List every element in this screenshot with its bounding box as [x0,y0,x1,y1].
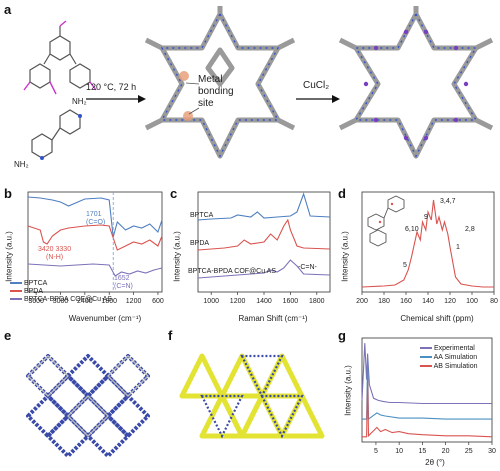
chart-g: 5 10 15 20 25 30 [361,337,496,455]
chart-d: 200 180 160 140 120 100 80 [356,191,498,305]
chart-c: 1000 1200 1400 1600 1800 [197,191,331,305]
panel-label-c: c [170,186,178,201]
site-label-line2: bonding [198,86,234,97]
chart-b: 3600 3000 2400 1800 1200 600 [27,191,164,305]
chart-g-ticklabel-1: 10 [395,448,403,455]
panel-label-f: f [168,328,173,343]
d-peak-9: 9 [424,214,428,221]
d-peak-28: 2,8 [465,226,475,233]
metalation-arrow [296,95,340,103]
d-xlabel: Chemical shift (ppm) [400,314,474,323]
c-label-bpda: BPDA [190,240,210,247]
chart-d-ticklabel-0: 200 [356,298,368,305]
chart-d-ticklabel-1: 180 [378,298,390,305]
chart-c-ticklabel-1: 1200 [230,298,246,305]
chart-g-ticklabel-4: 25 [465,448,473,455]
chart-c-series-2 [197,259,331,279]
site-label-line1: Metal [198,74,223,85]
chart-b-ticklabel-2: 2400 [77,298,93,305]
b-legend-bpda: BPDA [10,288,112,296]
cof-framework-metalated [338,6,494,159]
g-xlabel: 2θ (°) [425,458,445,467]
metal-bonding-site-label: Metal bonding site [198,74,234,110]
chart-g-series-2 [362,379,493,438]
chart-b-ticklabel-0: 3600 [28,298,44,305]
c-ylabel: Intensity (a.u.) [172,231,182,282]
chart-c-ticklabel-4: 1800 [309,298,325,305]
chart-g-ticklabel-3: 20 [442,448,450,455]
b-legend: BPTCA BPDA BPTCA-BPDA COF@Cu AS [10,280,112,304]
site-pointer-lines [185,82,200,115]
g-legend-ab: AB Simulation [420,362,478,371]
c-xlabel: Raman Shift (cm⁻¹) [238,314,308,323]
b-ann-nh: 3420 3330 (N-H) [38,246,72,261]
trialdehyde-molecule [23,20,97,95]
g-legend-experimental: Experimental [420,344,478,353]
g-legend: Experimental AA Simulation AB Simulation [420,344,478,371]
b-legend-cof: BPTCA-BPDA COF@Cu AS [10,296,112,304]
d-peak-610: 6,10 [405,226,419,233]
diamine-molecule [31,109,82,160]
chart-d-ticklabel-4: 120 [444,298,456,305]
chart-b-series-1 [27,224,163,251]
chart-c-series-0 [197,192,331,221]
chart-d-series-0 [361,199,494,288]
d-peak-347: 3,4,7 [440,198,456,205]
chart-d-ticklabel-5: 100 [466,298,478,305]
chart-b-ticklabel-4: 1200 [126,298,142,305]
amine-label-bottom: NH₂ [14,160,29,169]
chart-c-ticklabel-3: 1600 [283,298,299,305]
panel-label-a: a [4,2,12,17]
chart-g-series-1 [362,358,492,421]
chart-g-ticklabel-2: 15 [418,448,426,455]
chart-c-ticklabel-2: 1400 [256,298,272,305]
d-peak-5: 5 [403,262,407,269]
site-label-line3: site [198,98,214,109]
b-legend-bptca: BPTCA [10,280,112,288]
reaction-arrow [86,95,146,103]
structure-model-e [26,354,150,458]
d-ylabel: Intensity (a.u.) [340,231,350,282]
b-xlabel: Wavenumber (cm⁻¹) [68,314,142,323]
chart-b-ticklabel-3: 1800 [101,298,117,305]
chart-g-ticklabel-0: 5 [374,448,378,455]
chart-b-ticklabel-5: 600 [152,298,164,305]
chart-b-series-0 [27,196,163,238]
panel-label-g: g [338,328,346,343]
panel-label-b: b [4,186,12,201]
cof-framework-pristine [144,6,296,159]
chart-c-series-1 [197,218,331,251]
d-structure-inset [367,195,405,247]
chart-g-series-0 [361,343,492,405]
panel-label-d: d [338,186,346,201]
cucl2-label: CuCl₂ [303,80,330,91]
d-peak-1: 1 [456,244,460,251]
chart-c-ticklabel-0: 1000 [203,298,219,305]
c-label-bptca: BPTCA [190,212,214,219]
chart-d-ticklabel-3: 140 [422,298,434,305]
chart-g-ticklabel-5: 30 [488,448,496,455]
chart-b-ticklabel-1: 3000 [53,298,69,305]
g-legend-aa: AA Simulation [420,353,478,362]
amine-label-top: NH₂ [72,97,87,106]
b-ann-1652: 1652 (C=N) [114,275,133,290]
chart-b-frame [27,191,163,293]
b-ann-1701: 1701 (C=O) [86,211,106,226]
reaction-condition: 120 °C, 72 h [86,82,137,92]
c-ann-cn: -C=N- [298,264,317,271]
chart-d-ticklabel-6: 80 [490,298,498,305]
chart-b-series-2 [27,263,163,277]
structure-model-f [179,353,325,439]
chart-d-ticklabel-2: 160 [400,298,412,305]
panel-label-e: e [4,328,12,343]
c-label-cof: BPTCA-BPDA COF@Cu AS [188,268,277,275]
